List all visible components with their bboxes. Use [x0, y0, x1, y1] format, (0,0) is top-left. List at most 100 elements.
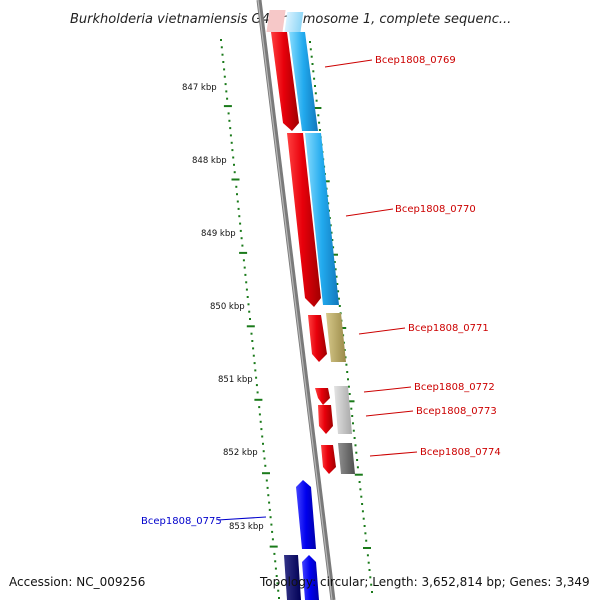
ruler-minor-tick [271, 538, 274, 541]
gene-label-bcep1808-0771[interactable]: Bcep1808_0771 [408, 323, 489, 334]
ruler-minor-tick [310, 55, 313, 58]
leader-line [369, 451, 418, 457]
cds-bcep1808-0771[interactable] [326, 313, 346, 362]
gene-label-bcep1808-0772[interactable]: Bcep1808_0772 [414, 382, 495, 393]
ruler-minor-tick [267, 494, 270, 497]
ruler-minor-tick [333, 261, 336, 263]
ruler-major-tick [269, 545, 278, 548]
leader-line [358, 327, 406, 335]
gene-label-bcep1808-0769[interactable]: Bcep1808_0769 [375, 55, 456, 66]
ruler-minor-tick [259, 420, 262, 423]
cds-bcep1808-0769[interactable] [289, 32, 318, 131]
ruler-minor-tick [261, 435, 264, 438]
ruler-minor-tick [268, 501, 271, 504]
ruler-minor-tick [242, 259, 245, 262]
ruler-minor-tick [266, 486, 269, 489]
ruler-minor-tick [253, 362, 256, 365]
ruler-minor-tick [363, 525, 366, 527]
cds-bcep1808-0770[interactable] [305, 133, 339, 305]
ruler-minor-tick [250, 332, 253, 335]
ruler-minor-tick [355, 451, 358, 454]
gene-bcep1808-0774[interactable] [321, 445, 336, 474]
ruler-minor-tick [268, 508, 271, 511]
ruler-minor-tick [254, 369, 257, 372]
ruler-minor-tick [309, 48, 312, 51]
ruler-minor-tick [369, 576, 372, 579]
ruler-minor-tick [348, 393, 351, 395]
ruler-major-tick [330, 253, 338, 256]
ruler-left-track [220, 39, 280, 599]
sequence-axis [256, 0, 336, 600]
ruler-minor-tick [239, 229, 242, 232]
gene-bottom-blue[interactable] [302, 555, 319, 600]
gene-label-bcep1808-0773[interactable]: Bcep1808_0773 [416, 406, 497, 417]
ruler-minor-tick [276, 582, 279, 585]
gene-bcep1808-0775[interactable] [296, 480, 316, 549]
ruler-minor-tick [245, 288, 248, 291]
cds-bcep1808-0774[interactable] [338, 443, 355, 474]
top-gene-fragment [266, 10, 286, 32]
ruler-minor-tick [236, 193, 238, 196]
ruler-major-tick [223, 105, 232, 108]
ruler-minor-tick [233, 171, 236, 174]
ruler-minor-tick [338, 305, 341, 307]
tick-label-group: 847 kbp 848 kbp 849 kbp 850 kbp 851 kbp … [182, 83, 264, 532]
cds-bcep1808-0772-0773[interactable] [334, 386, 352, 434]
gene-bcep1808-0769[interactable] [271, 32, 299, 131]
ruler-minor-tick [224, 83, 227, 86]
ruler-minor-tick [315, 99, 318, 102]
ruler-minor-tick [353, 437, 356, 439]
ruler-minor-tick [255, 376, 258, 379]
ruler-minor-tick [223, 75, 226, 78]
gene-bottom-navy[interactable] [284, 555, 301, 600]
gene-bcep1808-0772[interactable] [315, 388, 330, 405]
ruler-minor-tick [270, 523, 273, 526]
ruler-minor-tick [358, 481, 361, 483]
ruler-minor-tick [258, 413, 261, 416]
ruler-minor-tick [347, 378, 349, 381]
leader-lines [217, 59, 418, 521]
ruler-minor-tick [329, 224, 332, 227]
ruler-minor-tick [371, 591, 373, 593]
ruler-minor-tick [362, 517, 365, 520]
ruler-minor-tick [332, 246, 335, 249]
tick-label: 847 kbp [182, 83, 217, 93]
accession-text: Accession: NC_009256 [9, 575, 145, 589]
ruler-minor-tick [240, 237, 243, 240]
ruler-minor-tick [346, 371, 349, 373]
tick-label: 851 kbp [218, 375, 253, 385]
ruler-major-tick [354, 473, 363, 476]
ruler-major-tick [313, 107, 322, 109]
ruler-minor-tick [366, 554, 369, 557]
ruler-minor-tick [252, 347, 255, 350]
ruler-minor-tick [269, 516, 272, 519]
tick-label: 848 kbp [192, 156, 227, 166]
ruler-minor-tick [351, 415, 354, 417]
leader-line [363, 386, 412, 393]
ruler-minor-tick [360, 495, 363, 498]
gene-bcep1808-0771[interactable] [308, 315, 327, 362]
ruler-minor-tick [238, 215, 241, 218]
gene-bcep1808-0770[interactable] [287, 133, 321, 307]
ruler-minor-tick [252, 354, 255, 357]
gene-label-bcep1808-0775[interactable]: Bcep1808_0775 [141, 516, 222, 527]
ruler-minor-tick [314, 85, 316, 87]
ruler-minor-tick [274, 567, 277, 570]
ruler-minor-tick [365, 539, 368, 542]
ruler-minor-tick [220, 46, 223, 49]
ruler-minor-tick [275, 575, 278, 577]
ruler-minor-tick [255, 384, 258, 387]
ruler-minor-tick [337, 297, 340, 300]
gene-label-bcep1808-0770[interactable]: Bcep1808_0770 [395, 204, 476, 215]
ruler-major-tick [231, 178, 240, 181]
tick-label: 853 kbp [229, 522, 264, 532]
ruler-major-tick [239, 251, 248, 254]
gene-bcep1808-0773[interactable] [318, 405, 333, 434]
leader-line [324, 59, 373, 68]
gene-label-bcep1808-0774[interactable]: Bcep1808_0774 [420, 447, 501, 458]
ruler-minor-tick [229, 134, 232, 137]
ruler-minor-tick [271, 530, 274, 533]
gene-track [271, 32, 336, 474]
ruler-minor-tick [231, 149, 234, 152]
